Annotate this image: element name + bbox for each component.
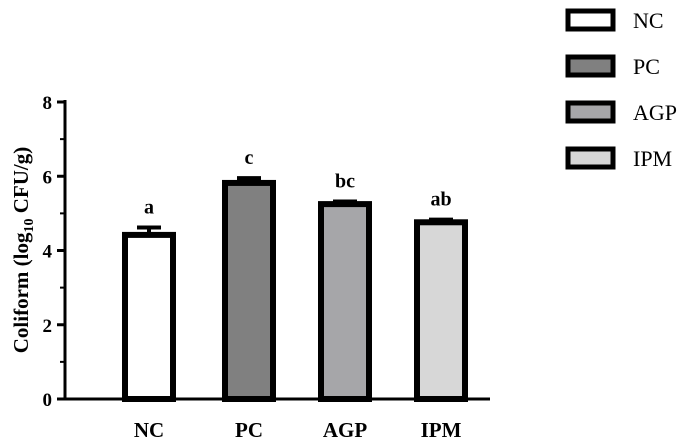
y-axis-label-subscript: 10	[22, 219, 37, 233]
bars: a c bc ab	[122, 147, 468, 402]
legend-label-agp: AGP	[633, 100, 677, 125]
legend-swatch-ipm	[565, 146, 616, 170]
bar-nc	[122, 231, 176, 402]
y-tick-label-0: 0	[43, 390, 53, 411]
legend-label-ipm: IPM	[633, 146, 672, 171]
legend-label-pc: PC	[633, 54, 660, 79]
significance-label-pc: c	[245, 147, 254, 169]
x-tick-label-agp: AGP	[323, 418, 368, 442]
y-axis: 0 2 4 6 8	[43, 93, 67, 411]
bar-agp	[318, 201, 372, 402]
legend: NC PC AGP IPM	[565, 8, 677, 171]
x-tick-label-nc: NC	[134, 418, 164, 442]
bar-ipm	[414, 219, 468, 402]
x-tick-label-pc: PC	[235, 418, 263, 442]
y-axis-label-prefix: Coliform (log	[9, 232, 33, 353]
y-tick-label-4: 4	[43, 242, 53, 263]
significance-label-ipm: ab	[430, 189, 451, 211]
y-tick-label-6: 6	[43, 167, 53, 188]
legend-swatch-agp	[565, 100, 616, 124]
significance-label-nc: a	[144, 196, 154, 218]
legend-swatch-pc	[565, 54, 616, 78]
x-axis: NC PC AGP IPM	[63, 397, 490, 442]
y-axis-label-suffix: CFU/g)	[9, 147, 33, 219]
y-tick-label-8: 8	[43, 93, 53, 114]
y-tick-label-2: 2	[43, 316, 53, 337]
legend-swatch-nc	[565, 8, 616, 32]
y-axis-label: Coliform (log10 CFU/g)	[9, 147, 37, 353]
bar-pc	[222, 179, 276, 402]
legend-label-nc: NC	[633, 8, 664, 33]
x-tick-label-ipm: IPM	[421, 418, 462, 442]
significance-label-agp: bc	[335, 170, 355, 192]
